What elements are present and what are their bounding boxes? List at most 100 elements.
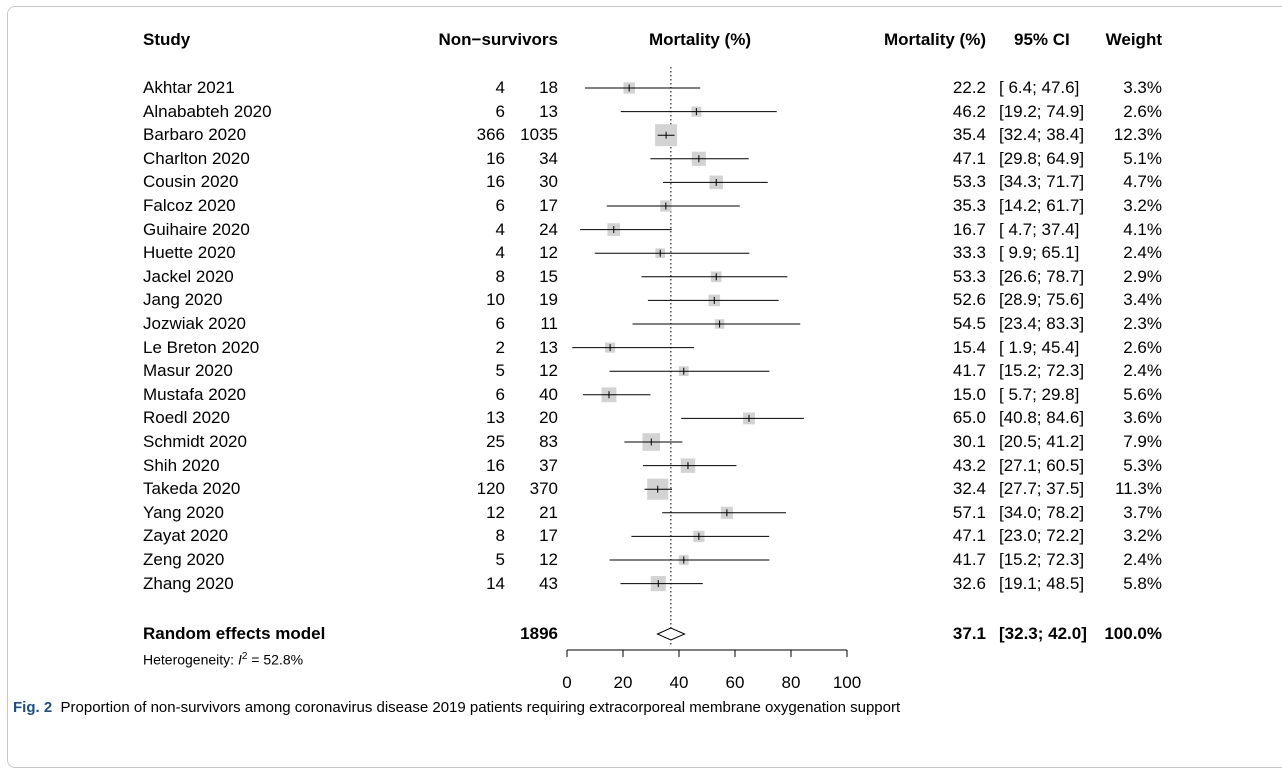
- study-name: Falcoz 2020: [143, 196, 236, 215]
- study-weight: 4.7%: [1123, 172, 1162, 192]
- study-name: Schmidt 2020: [143, 432, 247, 451]
- study-events: 2: [495, 337, 505, 357]
- study-ci: [ 1.9; 45.4]: [999, 337, 1080, 357]
- caption-text: Proportion of non-survivors among corona…: [60, 699, 901, 716]
- study-ci: [34.0; 78.2]: [999, 502, 1085, 522]
- study-ci: [ 6.4; 47.6]: [999, 78, 1080, 97]
- table-row: Akhtar 2021 4 18 22.2 [ 6.4; 47.6] 3.3%: [0, 76, 1282, 100]
- study-total: 17: [539, 196, 558, 215]
- study-total: 40: [539, 384, 558, 404]
- study-mortality: 35.4: [952, 125, 986, 145]
- study-name: Le Breton 2020: [143, 337, 260, 357]
- study-total: 370: [529, 479, 558, 499]
- study-total: 17: [539, 526, 558, 546]
- study-events: 16: [486, 455, 505, 475]
- study-name: Huette 2020: [143, 243, 236, 263]
- figure-caption: Fig. 2 Proportion of non-survivors among…: [13, 698, 900, 718]
- summary-total: 1896: [520, 624, 558, 643]
- study-weight: 3.3%: [1123, 78, 1162, 97]
- study-name: Shih 2020: [143, 455, 220, 475]
- study-events: 366: [476, 125, 505, 145]
- study-weight: 3.4%: [1123, 290, 1162, 310]
- x-tick-label: 60: [726, 673, 745, 692]
- summary-mortality: 37.1: [952, 624, 986, 643]
- study-mortality: 52.6: [952, 290, 986, 310]
- study-mortality: 53.3: [952, 266, 986, 286]
- table-row: Schmidt 2020 25 83 30.1 [20.5; 41.2] 7.9%: [0, 430, 1282, 454]
- heterogeneity-label: Heterogeneity:: [143, 651, 238, 668]
- heterogeneity-note: Heterogeneity: I2 = 52.8%: [143, 648, 303, 669]
- summary-diamond: [656, 627, 686, 641]
- table-row: Charlton 2020 16 34 47.1 [29.8; 64.9] 5.1%: [0, 147, 1282, 171]
- study-name: Guihaire 2020: [143, 219, 250, 239]
- study-total: 12: [539, 361, 558, 381]
- study-weight: 5.8%: [1123, 573, 1162, 593]
- study-name: Roedl 2020: [143, 408, 230, 428]
- study-events: 120: [476, 479, 505, 499]
- table-row: Roedl 2020 13 20 65.0 [40.8; 84.6] 3.6%: [0, 406, 1282, 430]
- study-ci: [15.2; 72.3]: [999, 361, 1085, 381]
- header-weight: Weight: [1105, 30, 1162, 49]
- table-row: Zayat 2020 8 17 47.1 [23.0; 72.2] 3.2%: [0, 524, 1282, 548]
- forest-plot: 0 20 40 60 80 100: [562, 67, 861, 692]
- study-events: 6: [495, 101, 505, 121]
- study-mortality: 65.0: [952, 408, 986, 428]
- study-ci: [ 4.7; 37.4]: [999, 219, 1080, 239]
- study-ci: [15.2; 72.3]: [999, 550, 1085, 569]
- header-events: Non−survivors: [438, 30, 558, 49]
- study-name: Zayat 2020: [143, 526, 229, 546]
- study-ci: [27.7; 37.5]: [999, 479, 1085, 499]
- study-mortality: 46.2: [952, 101, 986, 121]
- study-events: 10: [486, 290, 505, 310]
- study-weight: 5.6%: [1123, 384, 1162, 404]
- study-ci: [23.0; 72.2]: [999, 526, 1085, 546]
- study-mortality: 15.0: [952, 384, 986, 404]
- study-ci: [26.6; 78.7]: [999, 266, 1085, 286]
- study-events: 6: [495, 314, 505, 333]
- study-events: 13: [486, 408, 505, 428]
- study-weight: 7.9%: [1123, 432, 1162, 451]
- study-mortality: 30.1: [952, 432, 986, 451]
- study-total: 37: [539, 455, 558, 475]
- study-events: 16: [486, 172, 505, 192]
- table-row: Takeda 2020 120 370 32.4 [27.7; 37.5] 11.3%: [0, 477, 1282, 501]
- study-mortality: 33.3: [952, 243, 986, 263]
- study-events: 5: [495, 550, 505, 569]
- table-row: Huette 2020 4 12 33.3 [ 9.9; 65.1] 2.4%: [0, 241, 1282, 265]
- study-total: 1035: [520, 125, 558, 145]
- study-ci: [28.9; 75.6]: [999, 290, 1085, 310]
- x-tick-label: 20: [614, 673, 633, 692]
- summary-row: Random effects model 1896 37.1 [32.3; 42…: [0, 622, 1282, 646]
- study-name: Yang 2020: [143, 502, 224, 522]
- study-name: Mustafa 2020: [143, 384, 247, 404]
- x-tick-label: 0: [562, 673, 571, 692]
- study-events: 12: [486, 502, 505, 522]
- study-mortality: 41.7: [952, 361, 986, 381]
- study-mortality: 54.5: [952, 314, 986, 333]
- study-total: 43: [539, 573, 558, 593]
- table-row: Cousin 2020 16 30 53.3 [34.3; 71.7] 4.7%: [0, 170, 1282, 194]
- study-weight: 3.2%: [1123, 526, 1162, 546]
- study-total: 19: [539, 290, 558, 310]
- study-total: 30: [539, 172, 558, 192]
- x-tick-label: 40: [670, 673, 689, 692]
- study-ci: [19.2; 74.9]: [999, 101, 1085, 121]
- study-weight: 2.3%: [1123, 314, 1162, 333]
- study-total: 13: [539, 337, 558, 357]
- x-tick-label: 100: [833, 673, 861, 692]
- table-row: Le Breton 2020 2 13 15.4 [ 1.9; 45.4] 2.6%: [0, 336, 1282, 360]
- study-weight: 3.2%: [1123, 196, 1162, 215]
- study-weight: 3.7%: [1123, 502, 1162, 522]
- study-total: 12: [539, 550, 558, 569]
- header-study: Study: [143, 30, 191, 49]
- study-mortality: 16.7: [952, 219, 986, 239]
- table-row: Jozwiak 2020 6 11 54.5 [23.4; 83.3] 2.3%: [0, 312, 1282, 336]
- study-mortality: 41.7: [952, 550, 986, 569]
- study-weight: 2.9%: [1123, 266, 1162, 286]
- study-ci: [32.4; 38.4]: [999, 125, 1085, 145]
- study-weight: 4.1%: [1123, 219, 1162, 239]
- i2-letter: I: [237, 651, 242, 668]
- study-name: Jang 2020: [143, 290, 223, 310]
- table-row: Zeng 2020 5 12 41.7 [15.2; 72.3] 2.4%: [0, 548, 1282, 572]
- study-ci: [40.8; 84.6]: [999, 408, 1085, 428]
